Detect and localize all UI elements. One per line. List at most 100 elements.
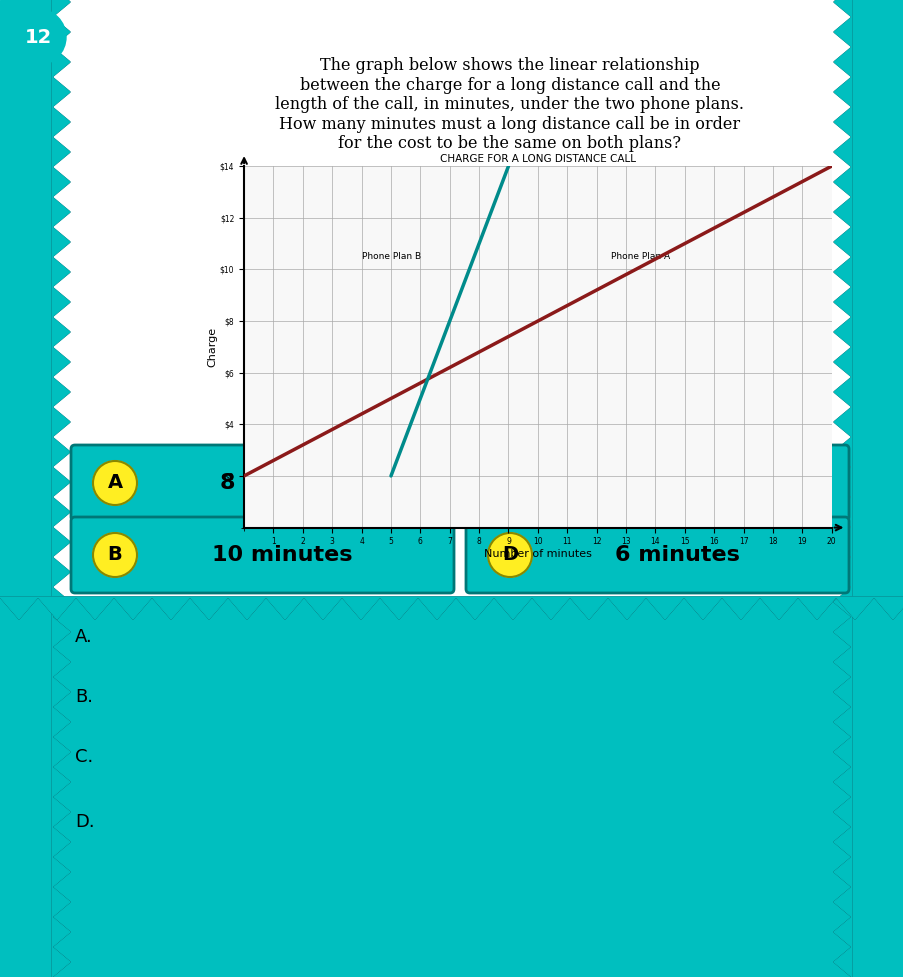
Polygon shape	[833, 437, 851, 467]
Polygon shape	[833, 557, 851, 587]
Polygon shape	[228, 597, 265, 619]
Polygon shape	[721, 597, 759, 619]
Polygon shape	[835, 597, 873, 619]
Text: 6 minutes: 6 minutes	[614, 545, 740, 565]
Polygon shape	[52, 0, 70, 17]
Polygon shape	[52, 197, 70, 227]
Polygon shape	[379, 597, 417, 619]
Polygon shape	[833, 107, 851, 137]
Polygon shape	[52, 557, 70, 587]
Polygon shape	[833, 707, 851, 737]
Text: B.: B.	[75, 688, 93, 706]
Polygon shape	[493, 597, 531, 619]
Polygon shape	[52, 197, 70, 227]
Polygon shape	[265, 597, 303, 619]
Polygon shape	[341, 597, 379, 619]
Polygon shape	[52, 527, 70, 557]
Polygon shape	[833, 557, 851, 587]
X-axis label: Number of minutes: Number of minutes	[483, 549, 591, 559]
Polygon shape	[52, 647, 70, 677]
Polygon shape	[38, 597, 76, 619]
Polygon shape	[833, 77, 851, 107]
Polygon shape	[833, 737, 851, 767]
Polygon shape	[833, 0, 851, 17]
Polygon shape	[52, 677, 70, 707]
Polygon shape	[833, 77, 851, 107]
Polygon shape	[873, 597, 903, 619]
Polygon shape	[52, 587, 70, 617]
Polygon shape	[833, 497, 851, 527]
Polygon shape	[608, 597, 646, 619]
Polygon shape	[833, 377, 851, 407]
Polygon shape	[228, 597, 265, 619]
Polygon shape	[833, 197, 851, 227]
Polygon shape	[52, 317, 70, 347]
Polygon shape	[52, 857, 70, 887]
Polygon shape	[833, 287, 851, 317]
Polygon shape	[833, 197, 851, 227]
Polygon shape	[570, 597, 608, 619]
Polygon shape	[833, 797, 851, 827]
Polygon shape	[38, 597, 76, 619]
Text: Phone Plan A: Phone Plan A	[610, 252, 670, 261]
Polygon shape	[833, 857, 851, 887]
Polygon shape	[52, 287, 70, 317]
Polygon shape	[833, 917, 851, 947]
Polygon shape	[833, 527, 851, 557]
Text: D.: D.	[75, 813, 95, 831]
Polygon shape	[833, 467, 851, 497]
Polygon shape	[52, 77, 70, 107]
Polygon shape	[833, 17, 851, 47]
Polygon shape	[52, 407, 70, 437]
Polygon shape	[0, 597, 38, 619]
Polygon shape	[833, 947, 851, 977]
Polygon shape	[833, 917, 851, 947]
Polygon shape	[833, 0, 851, 17]
Polygon shape	[570, 597, 608, 619]
Polygon shape	[52, 647, 70, 677]
Polygon shape	[52, 377, 70, 407]
Polygon shape	[52, 437, 70, 467]
Polygon shape	[52, 587, 70, 617]
Polygon shape	[417, 597, 455, 619]
Polygon shape	[833, 467, 851, 497]
Polygon shape	[833, 947, 851, 977]
Polygon shape	[833, 797, 851, 827]
Polygon shape	[52, 347, 70, 377]
Polygon shape	[833, 587, 851, 617]
Polygon shape	[52, 887, 70, 917]
FancyBboxPatch shape	[71, 517, 453, 593]
Circle shape	[93, 461, 137, 505]
Polygon shape	[190, 597, 228, 619]
Polygon shape	[303, 597, 341, 619]
Polygon shape	[52, 887, 70, 917]
Polygon shape	[833, 497, 851, 527]
Title: CHARGE FOR A LONG DISTANCE CALL: CHARGE FOR A LONG DISTANCE CALL	[440, 154, 635, 164]
Circle shape	[93, 533, 137, 577]
Polygon shape	[833, 287, 851, 317]
Polygon shape	[52, 857, 70, 887]
Polygon shape	[0, 597, 38, 619]
Polygon shape	[646, 597, 684, 619]
Circle shape	[488, 461, 531, 505]
Polygon shape	[152, 597, 190, 619]
Text: C.: C.	[75, 748, 93, 766]
Polygon shape	[52, 377, 70, 407]
Polygon shape	[833, 737, 851, 767]
Bar	[0, 597, 903, 977]
FancyBboxPatch shape	[465, 517, 848, 593]
Polygon shape	[833, 707, 851, 737]
Polygon shape	[52, 737, 70, 767]
Text: 8 minutes: 8 minutes	[219, 473, 345, 493]
Polygon shape	[265, 597, 303, 619]
Polygon shape	[833, 767, 851, 797]
Polygon shape	[833, 47, 851, 77]
Polygon shape	[52, 497, 70, 527]
FancyBboxPatch shape	[71, 445, 453, 521]
Polygon shape	[833, 407, 851, 437]
Polygon shape	[52, 497, 70, 527]
Text: Phone Plan B: Phone Plan B	[361, 252, 420, 261]
Polygon shape	[833, 587, 851, 617]
Polygon shape	[833, 617, 851, 647]
Polygon shape	[721, 597, 759, 619]
